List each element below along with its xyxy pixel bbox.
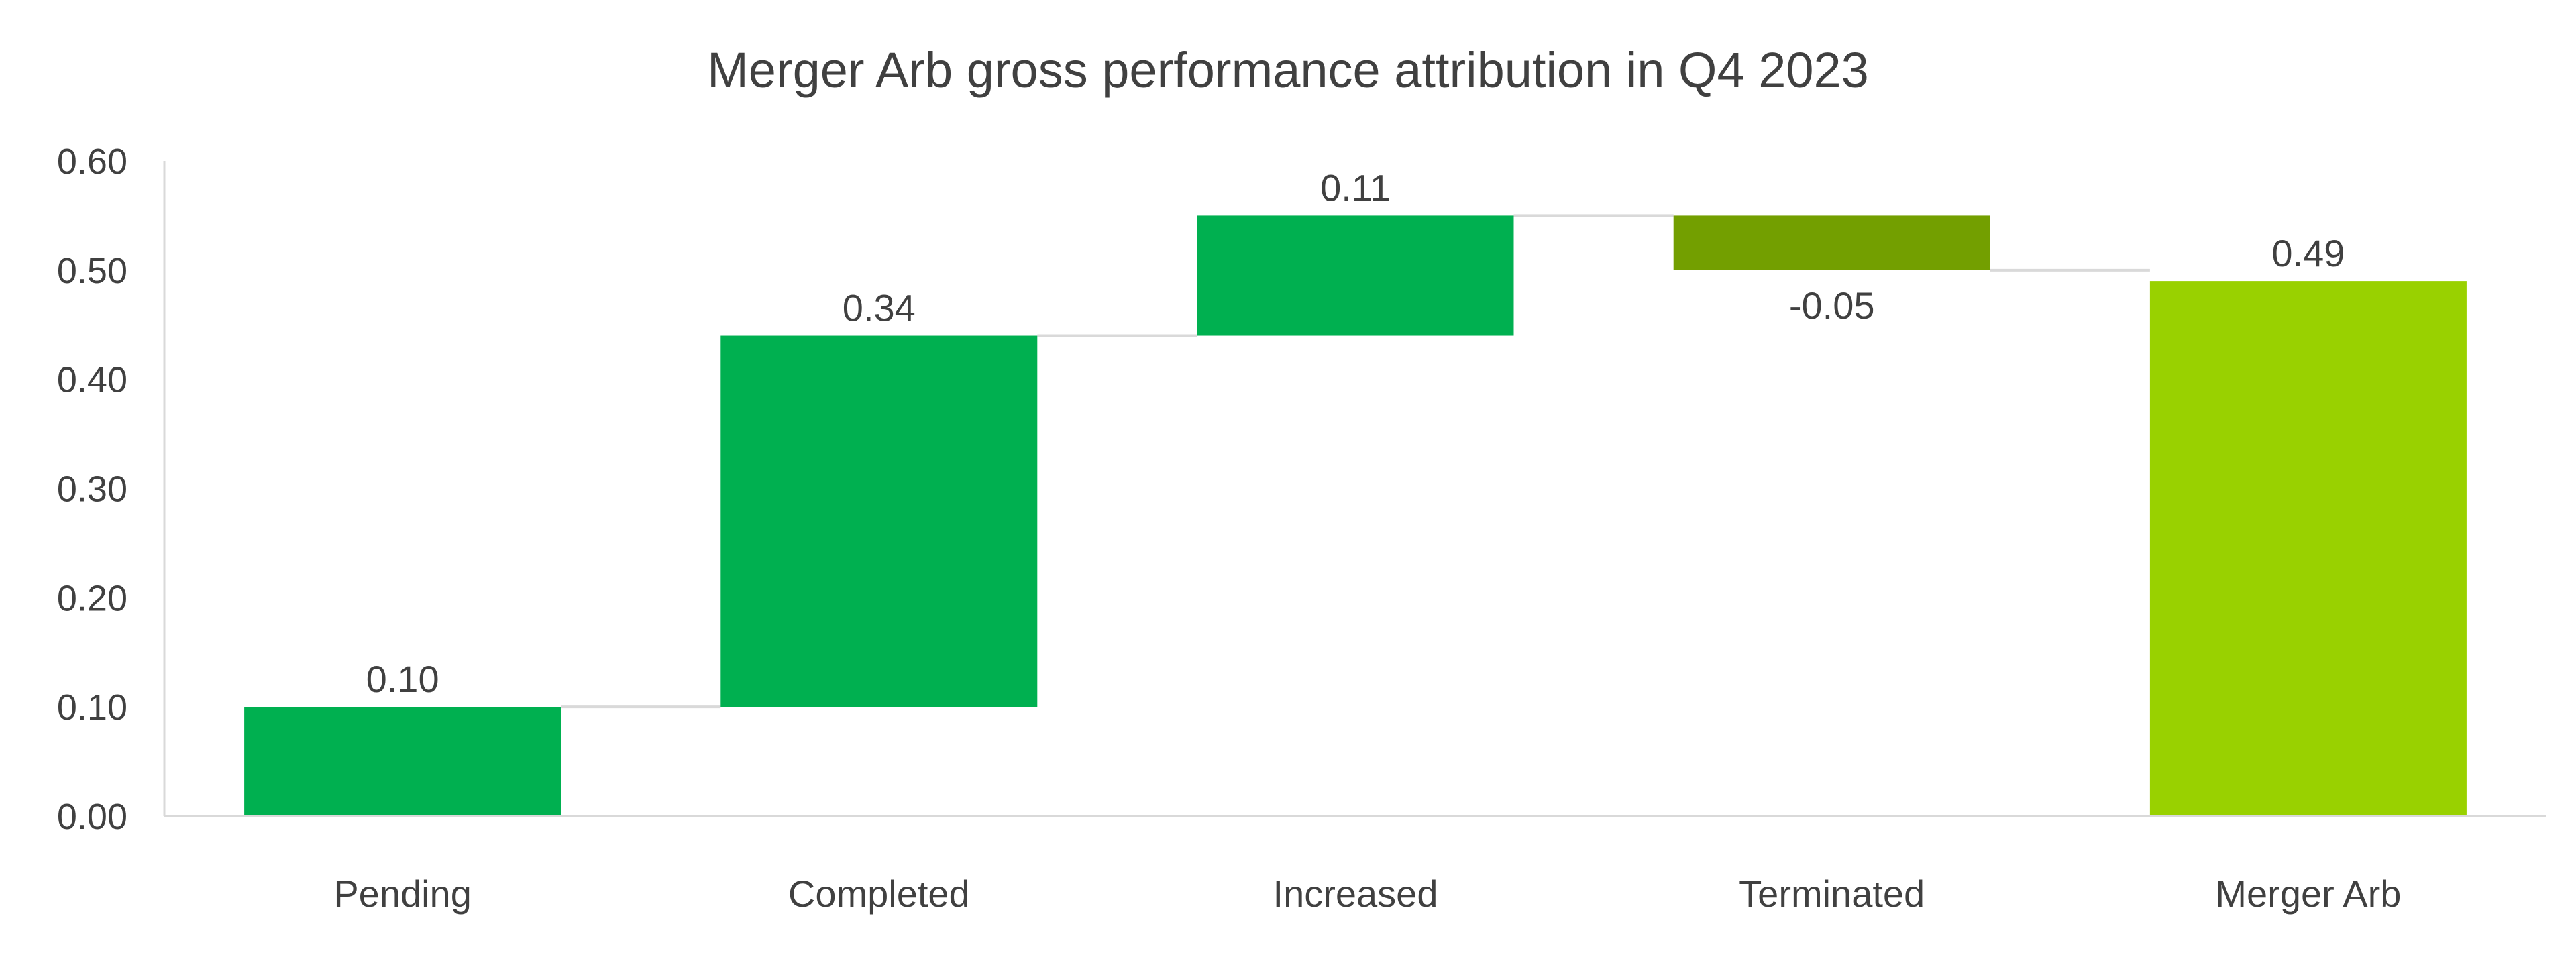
y-tick-label: 0.60 <box>57 141 127 182</box>
data-label: 0.34 <box>843 287 916 329</box>
connectors <box>561 214 2150 709</box>
y-tick-label: 0.40 <box>57 360 127 400</box>
data-label: 0.49 <box>2271 232 2345 274</box>
data-label: -0.05 <box>1789 284 1875 327</box>
bar-pending <box>244 707 561 816</box>
y-axis: 0.00 0.10 0.20 0.30 0.40 0.50 0.60 <box>57 141 166 837</box>
y-tick-label: 0.00 <box>57 797 127 837</box>
bar-increased <box>1197 215 1514 336</box>
bars <box>244 215 2467 816</box>
x-tick-label: Increased <box>1273 872 1438 915</box>
x-axis: Pending Completed Increased Terminated Merge… <box>164 815 2546 915</box>
bar-completed <box>720 335 1038 707</box>
data-label: 0.11 <box>1320 166 1391 209</box>
y-tick-label: 0.30 <box>57 469 127 510</box>
bar-merger-arb <box>2149 281 2467 816</box>
bar-terminated <box>1673 215 1990 270</box>
x-tick-label: Merger Arb <box>2215 872 2401 915</box>
x-tick-label: Completed <box>788 872 970 915</box>
data-label: 0.10 <box>366 658 439 700</box>
y-tick-label: 0.50 <box>57 251 127 291</box>
y-tick-label: 0.10 <box>57 687 127 728</box>
y-tick-label: 0.20 <box>57 578 127 618</box>
chart-title: Merger Arb gross performance attribution… <box>707 42 1869 98</box>
x-tick-label: Pending <box>333 872 472 915</box>
data-labels: 0.10 0.34 0.11 -0.05 0.49 <box>366 166 2345 700</box>
x-tick-label: Terminated <box>1739 872 1925 915</box>
